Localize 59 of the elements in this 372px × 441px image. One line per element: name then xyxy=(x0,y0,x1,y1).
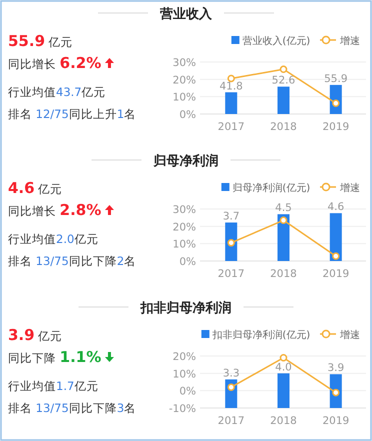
x-tick-label: 2018 xyxy=(270,415,297,427)
text: 排名 13/75同比下降3名 xyxy=(8,401,136,415)
data-label: 52.6 xyxy=(272,74,296,87)
x-tick-label: 2019 xyxy=(322,268,350,280)
point xyxy=(280,66,288,74)
y-tick-label: 30% xyxy=(172,57,196,69)
legend-label: 增速 xyxy=(339,329,360,341)
y-tick-label: 20% xyxy=(172,221,196,234)
legend-label: 归母净利润(亿元) xyxy=(232,182,310,194)
chart-title: 扣非归母净利润 xyxy=(140,300,232,316)
text: 行业均值2.0亿元 xyxy=(8,232,98,246)
text: 55.9 亿元 xyxy=(8,32,73,50)
data-label: 4.5 xyxy=(275,202,292,214)
point xyxy=(280,216,288,224)
x-tick-label: 2018 xyxy=(270,268,297,280)
text: 同比增长 6.2% xyxy=(8,54,102,72)
point xyxy=(332,252,340,260)
chart-title: 归母净利润 xyxy=(152,153,218,169)
chart-title: 营业收入 xyxy=(159,6,213,22)
x-tick-label: 2017 xyxy=(218,415,245,427)
text: 4.6 亿元 xyxy=(8,179,62,197)
text: 同比下降 1.1% xyxy=(8,348,102,366)
y-tick-label: 30% xyxy=(172,204,196,216)
legend-label: 增速 xyxy=(339,182,360,194)
data-label: 3.3 xyxy=(222,367,240,380)
y-tick-label: -10% xyxy=(168,403,196,415)
legend-label: 营业收入(亿元) xyxy=(242,35,310,47)
y-tick-label: 10% xyxy=(172,238,196,251)
data-label: 4.6 xyxy=(327,201,344,214)
x-tick-label: 2019 xyxy=(322,121,350,133)
legend-label: 增速 xyxy=(339,35,360,47)
point xyxy=(280,354,288,362)
point xyxy=(227,383,235,391)
x-tick-label: 2019 xyxy=(322,415,350,427)
text: 同比增长 2.8% xyxy=(8,201,102,219)
x-tick-label: 2018 xyxy=(270,121,297,133)
legend-label: 扣非归母净利润(亿元) xyxy=(211,329,310,341)
y-tick-label: 20% xyxy=(172,351,196,363)
data-label: 55.9 xyxy=(324,72,348,85)
text: 排名 13/75同比下降2名 xyxy=(8,254,136,268)
point xyxy=(227,239,235,247)
x-tick-label: 2017 xyxy=(218,121,245,133)
text: 行业均值43.7亿元 xyxy=(8,85,106,99)
data-label: 3.7 xyxy=(222,210,240,223)
y-tick-label: 0% xyxy=(179,386,196,398)
point xyxy=(332,388,340,396)
y-tick-label: 10% xyxy=(172,368,196,380)
y-tick-label: 0% xyxy=(179,256,196,268)
y-tick-label: 10% xyxy=(172,92,196,104)
data-label: 4.0 xyxy=(275,361,292,374)
y-tick-label: 0% xyxy=(179,109,196,121)
text: 行业均值1.7亿元 xyxy=(8,379,98,393)
text: 排名 12/75同比上升1名 xyxy=(8,107,136,121)
y-tick-label: 20% xyxy=(172,74,196,86)
text: 3.9 亿元 xyxy=(8,326,62,344)
data-label: 3.9 xyxy=(327,362,344,374)
data-label: 41.8 xyxy=(219,80,243,92)
point xyxy=(332,100,340,108)
x-tick-label: 2017 xyxy=(218,268,245,280)
